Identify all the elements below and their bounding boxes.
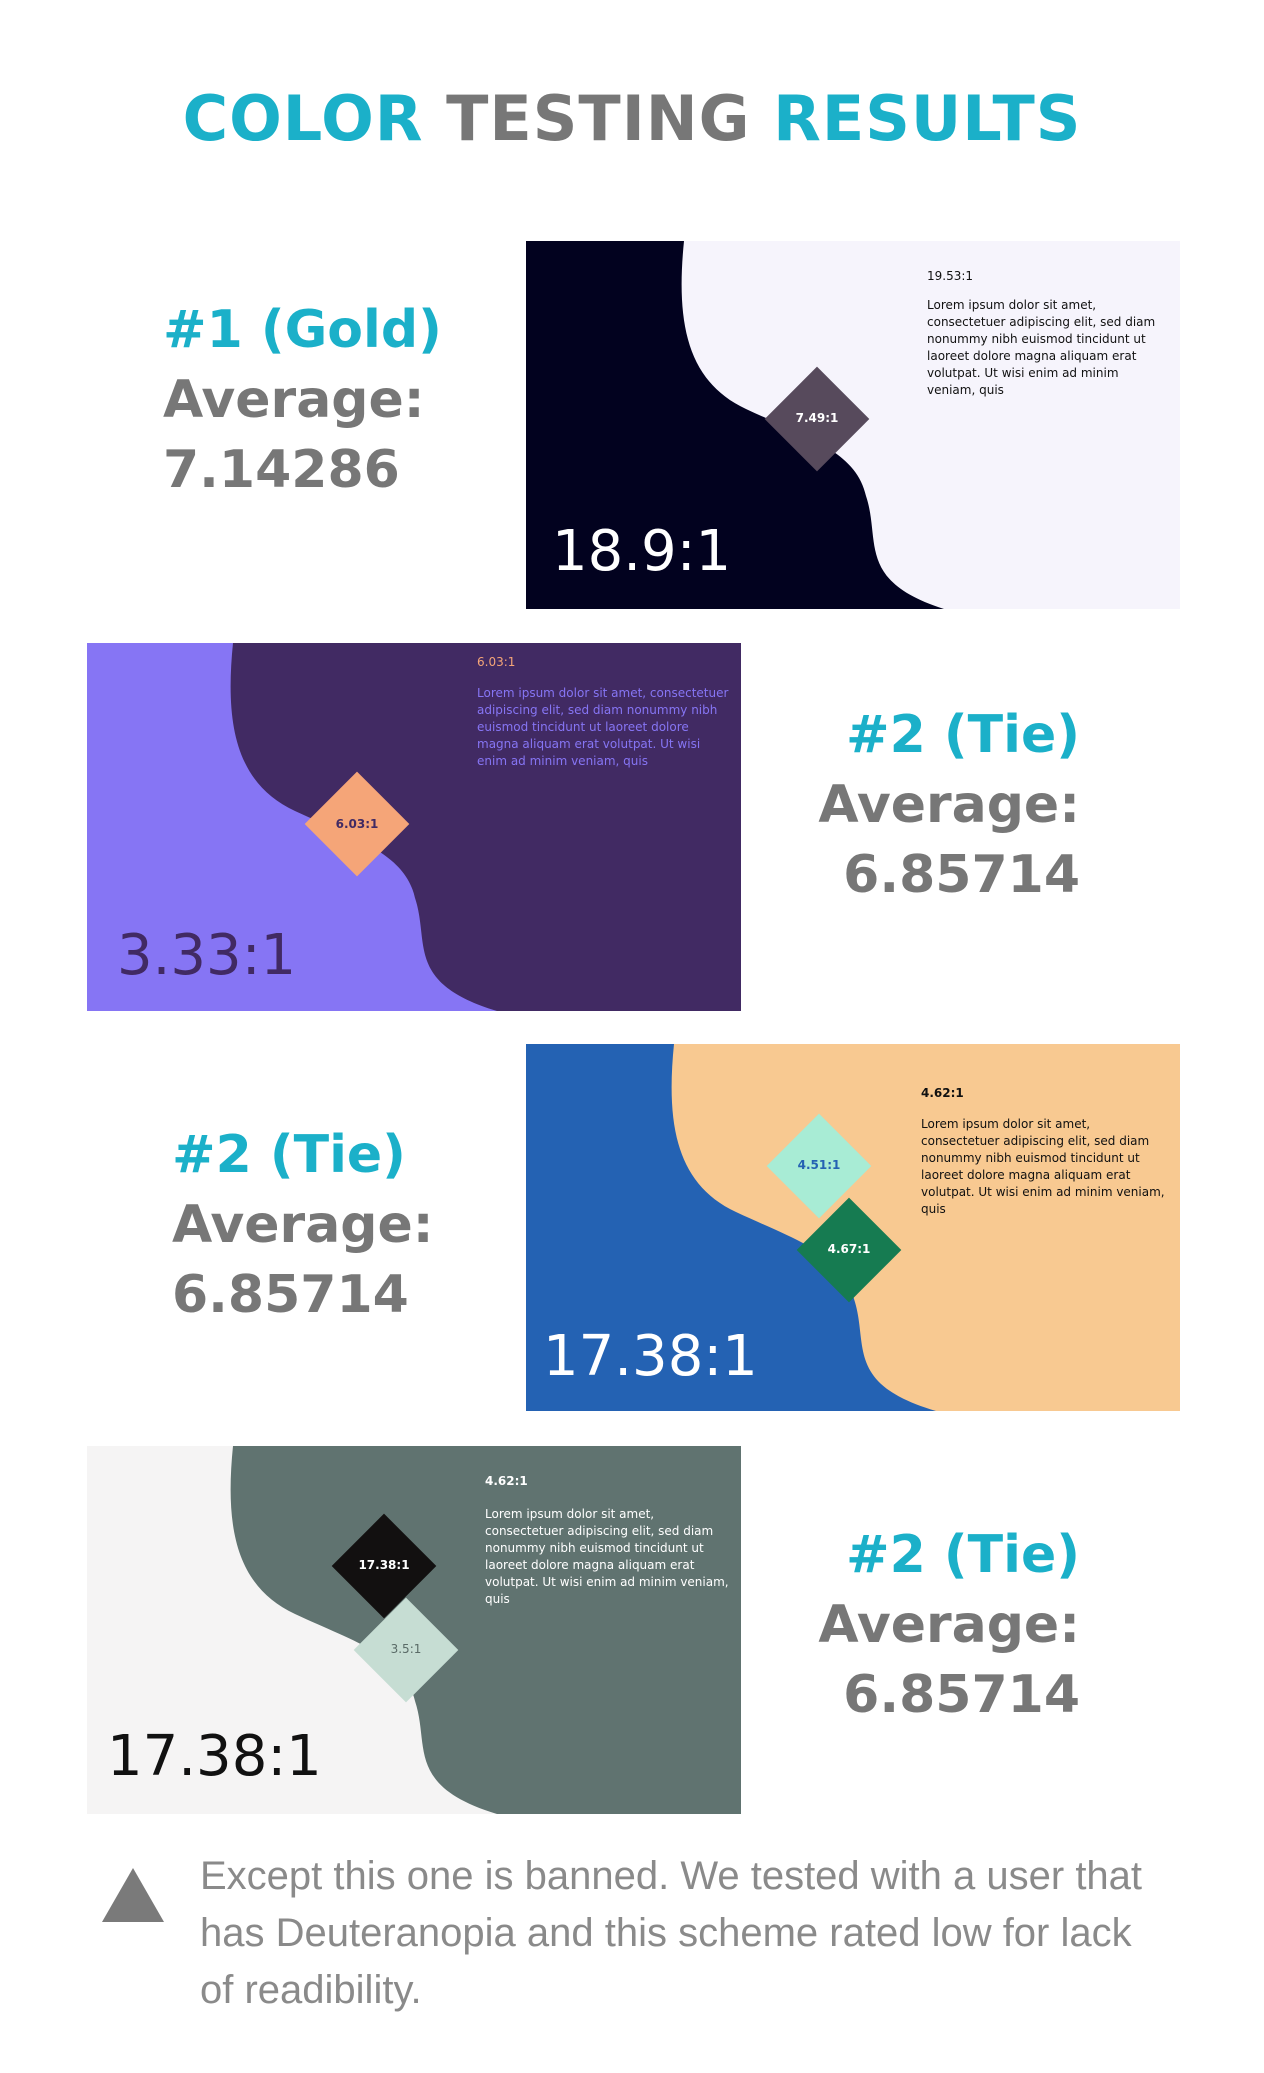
color-card-4: 4.62:1 Lorem ipsum dolor sit amet, conse… [87, 1446, 741, 1814]
average-label: Average: [818, 1595, 1080, 1655]
diamond-ratio-top: 17.38:1 [358, 1558, 410, 1572]
card-background [526, 241, 1180, 609]
corner-ratio: 19.53:1 [927, 269, 974, 283]
average-value: 6.85714 [843, 845, 1080, 905]
rank-text: #2 (Tie) [846, 705, 1080, 765]
average-value: 7.14286 [163, 440, 400, 500]
big-ratio: 17.38:1 [543, 1324, 758, 1389]
rank-text: #2 (Tie) [846, 1525, 1080, 1585]
card-body-text: Lorem ipsum dolor sit amet, consectetuer… [921, 1117, 1165, 1216]
page-title: COLOR TESTING RESULTS [0, 82, 1264, 155]
color-card-3: 4.62:1 Lorem ipsum dolor sit amet, conse… [526, 1044, 1180, 1411]
title-testing: TESTING [446, 82, 751, 155]
rank-text: #1 (Gold) [163, 300, 442, 360]
average-label: Average: [172, 1195, 434, 1255]
result-label-3: #2 (Tie) Average: 6.85714 [172, 1120, 434, 1330]
average-label: Average: [163, 370, 425, 430]
big-ratio: 3.33:1 [117, 923, 297, 988]
color-card-1: 19.53:1 Lorem ipsum dolor sit amet, cons… [526, 241, 1180, 609]
average-value: 6.85714 [172, 1265, 409, 1325]
diamond-ratio-bottom: 3.5:1 [390, 1642, 422, 1656]
diamond-ratio: 6.03:1 [335, 817, 379, 831]
diamond-ratio-bottom: 4.67:1 [827, 1242, 871, 1256]
title-results: RESULTS [773, 82, 1082, 155]
card-body-text: Lorem ipsum dolor sit amet, consectetuer… [477, 686, 729, 768]
result-label-4: #2 (Tie) Average: 6.85714 [760, 1520, 1080, 1730]
average-label: Average: [818, 775, 1080, 835]
corner-ratio: 6.03:1 [477, 655, 516, 669]
title-color: COLOR [182, 82, 424, 155]
diamond-ratio-top: 4.51:1 [797, 1158, 841, 1172]
color-card-2: 6.03:1 Lorem ipsum dolor sit amet, conse… [87, 643, 741, 1011]
banned-note: Except this one is banned. We tested wit… [200, 1854, 1143, 2012]
diamond-ratio: 7.49:1 [795, 411, 839, 425]
card-body-text: Lorem ipsum dolor sit amet, consectetuer… [927, 298, 1156, 397]
rank-text: #2 (Tie) [172, 1125, 406, 1185]
result-label-2: #2 (Tie) Average: 6.85714 [760, 700, 1080, 910]
average-value: 6.85714 [843, 1665, 1080, 1725]
big-ratio: 18.9:1 [552, 519, 732, 584]
card-background [87, 643, 741, 1011]
card-body-text: Lorem ipsum dolor sit amet, consectetuer… [485, 1507, 729, 1606]
corner-ratio: 4.62:1 [485, 1474, 528, 1488]
result-label-1: #1 (Gold) Average: 7.14286 [163, 295, 442, 505]
corner-ratio: 4.62:1 [921, 1086, 964, 1100]
triangle-icon [102, 1868, 164, 1922]
big-ratio: 17.38:1 [107, 1724, 322, 1789]
